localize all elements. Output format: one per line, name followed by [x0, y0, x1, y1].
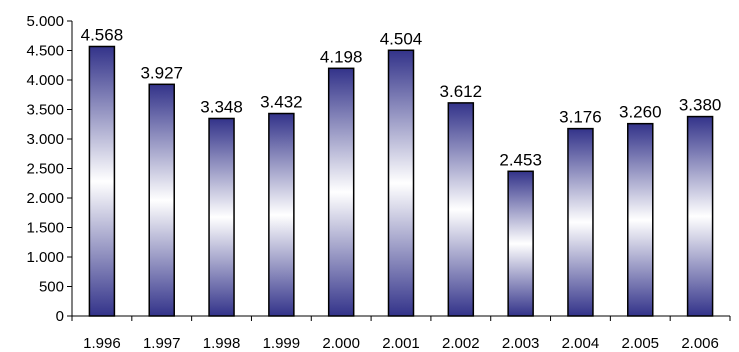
y-tick-label: 3.000: [26, 131, 64, 148]
x-category-label: 1.998: [203, 335, 241, 352]
y-tick-label: 3.500: [26, 102, 64, 119]
bars: [88, 45, 714, 317]
bar-1.998: [208, 117, 235, 317]
y-tick-label: 4.000: [26, 72, 64, 89]
x-axis: [71, 315, 731, 321]
data-label: 3.176: [559, 108, 602, 127]
bar-2.003: [507, 170, 534, 317]
data-label: 3.348: [200, 97, 243, 116]
y-axis-tick-labels: 0 500 1.000 1.500 2.000 2.500 3.000 3.500 4.000 4…: [26, 13, 64, 325]
data-label: 3.612: [440, 82, 483, 101]
x-category-label: 2.001: [382, 335, 420, 352]
data-labels: 4.568 3.927 3.348 3.432 4.198 4.504 3.612 2.453…: [81, 25, 722, 169]
y-tick-label: 1.000: [26, 249, 64, 266]
bar-1.996: [88, 45, 116, 317]
bar-1.999: [268, 112, 295, 317]
y-tick-label: 5.000: [26, 13, 64, 30]
data-label: 3.432: [260, 93, 303, 112]
data-label: 3.260: [619, 103, 662, 122]
y-tick-label: 4.500: [26, 43, 64, 60]
bar-2.002: [447, 102, 475, 317]
x-category-label: 1.996: [83, 335, 121, 352]
y-tick-label: 2.500: [26, 161, 64, 178]
bar-1.997: [148, 83, 175, 317]
y-axis: [67, 20, 73, 317]
bar-2.001: [387, 49, 415, 317]
x-axis-category-labels: 1.996 1.997 1.998 1.999 2.000 2.001 2.002 2.003…: [83, 335, 719, 352]
data-label: 4.198: [320, 47, 363, 66]
x-category-label: 1.999: [263, 335, 301, 352]
x-category-label: 2.004: [562, 335, 600, 352]
bar-2.005: [627, 122, 654, 317]
x-category-label: 2.006: [681, 335, 719, 352]
bar-2.006: [686, 115, 714, 317]
x-category-label: 2.000: [322, 335, 360, 352]
bar-2.000: [327, 67, 355, 317]
y-tick-label: 500: [39, 279, 64, 296]
data-label: 2.453: [499, 150, 542, 169]
x-category-label: 2.005: [621, 335, 659, 352]
y-tick-label: 1.500: [26, 220, 64, 237]
bar-2.004: [567, 127, 594, 317]
x-category-label: 2.002: [442, 335, 480, 352]
data-label: 4.568: [81, 25, 124, 44]
data-label: 4.504: [380, 29, 423, 48]
data-label: 3.380: [679, 96, 722, 115]
y-tick-label: 2.000: [26, 190, 64, 207]
x-category-label: 1.997: [143, 335, 181, 352]
x-category-label: 2.003: [502, 335, 540, 352]
y-tick-label: 0: [56, 308, 64, 325]
data-label: 3.927: [140, 63, 183, 82]
